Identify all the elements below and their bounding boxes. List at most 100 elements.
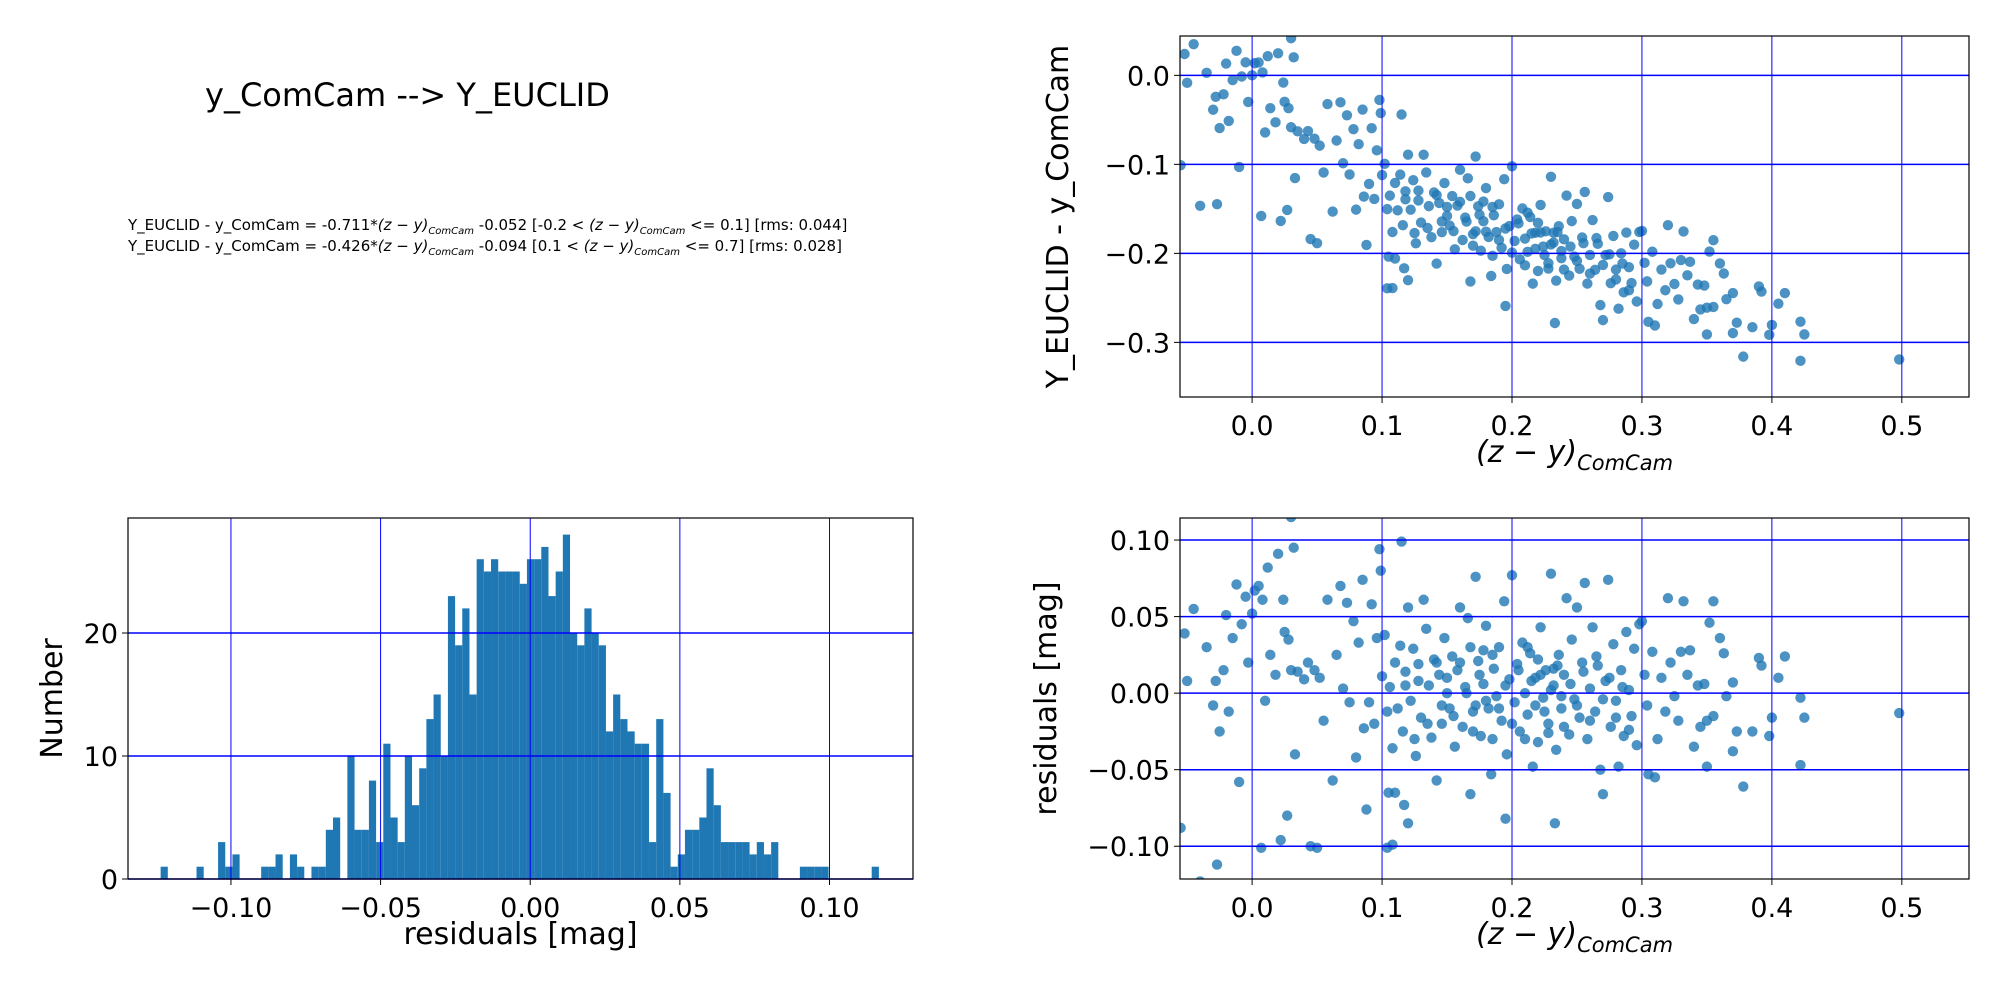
- x-axis-label: (z − y)ComCam: [1476, 917, 1673, 957]
- scatter-point: [1647, 246, 1658, 257]
- scatter-point: [1579, 577, 1590, 589]
- scatter-point: [1558, 721, 1570, 733]
- scatter-point: [1253, 580, 1264, 592]
- scatter-point: [1298, 133, 1310, 145]
- histogram-bar: [562, 534, 571, 879]
- histogram-bar: [742, 842, 750, 879]
- scatter-point: [1708, 235, 1719, 246]
- scatter-point: [1181, 77, 1193, 89]
- y-tick-label: 10: [84, 742, 118, 773]
- y-tick-label: −0.3: [1104, 328, 1170, 359]
- scatter-point: [1610, 274, 1622, 285]
- scatter-point: [1409, 733, 1420, 745]
- x-tick-label: −0.10: [190, 893, 273, 924]
- scatter-point: [1426, 231, 1437, 243]
- scatter-point: [1454, 657, 1466, 668]
- scatter-point: [1556, 252, 1567, 264]
- scatter-point: [1265, 103, 1276, 114]
- scatter-point: [1220, 58, 1232, 69]
- scatter-point: [1488, 663, 1500, 674]
- scatter-point: [1491, 226, 1502, 238]
- scatter-point: [1714, 258, 1726, 269]
- scatter-point: [1201, 67, 1212, 78]
- x-tick-label: 0.00: [500, 893, 560, 924]
- scatter-point: [1282, 810, 1293, 821]
- scatter-point: [1535, 199, 1546, 211]
- scatter-point: [1188, 603, 1199, 615]
- scatter-point: [1341, 110, 1353, 121]
- fit-equation-1: Y_EUCLID - y_ComCam = -0.711*(z − y)ComC…: [128, 216, 847, 237]
- scatter-point: [1563, 729, 1575, 740]
- scatter-point: [1357, 574, 1368, 586]
- scatter-point: [1331, 649, 1342, 661]
- scatter-point: [1647, 646, 1658, 658]
- scatter-point: [1591, 232, 1602, 244]
- scatter-point: [1270, 669, 1281, 680]
- scatter-point: [1369, 718, 1380, 729]
- scatter-point: [1289, 749, 1301, 760]
- scatter-point: [1337, 158, 1349, 169]
- scatter-point: [1678, 596, 1689, 607]
- scatter-point: [1444, 703, 1455, 714]
- scatter-point: [1721, 293, 1732, 305]
- scatter-point: [1684, 645, 1696, 656]
- scatter-point: [1701, 715, 1713, 726]
- scatter-point: [1496, 242, 1507, 254]
- scatter-point: [1539, 706, 1550, 717]
- scatter-point: [1530, 700, 1541, 711]
- scatter-point: [1302, 125, 1314, 137]
- x-tick-label: −0.05: [339, 893, 422, 924]
- scatter-point: [1262, 562, 1273, 573]
- scatter-point: [1487, 649, 1498, 661]
- scatter-point: [1298, 674, 1310, 685]
- scatter-point: [1628, 239, 1640, 250]
- y-tick-label: 0.00: [1110, 679, 1170, 710]
- scatter-point: [1397, 220, 1409, 231]
- scatter-point: [1374, 94, 1385, 106]
- fit-lhs: Y_EUCLID - y_ComCam = -0.426*: [128, 237, 378, 255]
- scatter-point: [1597, 788, 1609, 800]
- scatter-point: [1522, 642, 1533, 653]
- scatter-point: [1626, 710, 1637, 722]
- histogram-bar: [663, 792, 671, 879]
- scatter-point: [1441, 201, 1453, 213]
- histogram-bar: [598, 645, 606, 879]
- scatter-point: [1571, 255, 1583, 267]
- residuals-plot: 0.0 0.1 0.2 0.3 0.4 0.5 0.10 0.05 0.00 −0.05 −0.10…: [1029, 517, 1970, 957]
- scatter-point: [1181, 675, 1193, 687]
- histogram-bar: [268, 866, 276, 879]
- scatter-point: [1584, 715, 1596, 726]
- scatter-point: [1493, 703, 1505, 714]
- scatter-point: [1285, 518, 1297, 523]
- scatter-point: [1231, 579, 1242, 590]
- scatter-point: [1465, 190, 1476, 202]
- fit-equation-2: Y_EUCLID - y_ComCam = -0.426*(z − y)ComC…: [128, 237, 842, 258]
- histogram-bar: [196, 866, 204, 879]
- histogram-bar: [735, 842, 743, 879]
- scatter-point: [1584, 268, 1596, 279]
- fit-color-sub: ComCam: [639, 226, 686, 237]
- scatter-point: [1610, 264, 1622, 275]
- y-axis-label: residuals [mag]: [1029, 581, 1064, 815]
- scatter-point: [1513, 218, 1524, 229]
- histogram-bar: [749, 854, 757, 879]
- scatter-point: [1207, 700, 1219, 711]
- scatter-point: [1509, 235, 1520, 247]
- scatter-point: [1457, 721, 1468, 733]
- scatter-point: [1610, 712, 1622, 723]
- scatter-point: [1708, 596, 1719, 607]
- histogram-bar: [347, 756, 355, 879]
- scatter-point: [1397, 726, 1409, 737]
- scatter-point: [1387, 839, 1398, 850]
- axes-frame: [1179, 35, 1970, 398]
- scatter-point: [1576, 657, 1588, 668]
- scatter-point: [1553, 649, 1564, 661]
- scatter-point: [1602, 191, 1614, 203]
- scatter-point: [1210, 675, 1221, 687]
- scatter-point: [1400, 186, 1411, 197]
- scatter-point: [1566, 634, 1577, 645]
- scatter-point: [1532, 265, 1544, 277]
- scatter-point: [1558, 669, 1570, 680]
- scatter-point: [1699, 280, 1710, 291]
- x-axis-label: residuals [mag]: [403, 917, 637, 952]
